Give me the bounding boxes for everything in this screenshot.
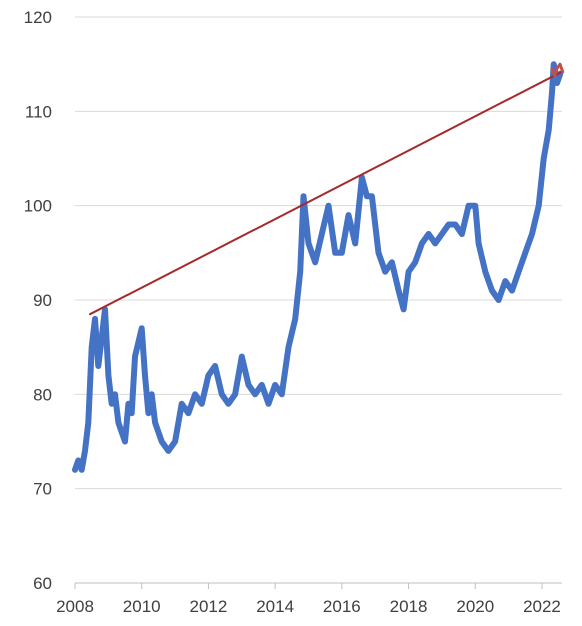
y-axis-ticks: 60 70 80 90 100 110 120: [24, 8, 52, 593]
series-layer: [72, 61, 565, 473]
grid-layer: [75, 16, 562, 584]
y-tick-label: 60: [33, 574, 52, 593]
y-tick-label: 80: [33, 385, 52, 404]
series-line-recent: [550, 62, 565, 77]
series-line-trend: [89, 70, 563, 316]
y-tick-label: 70: [33, 480, 52, 499]
x-tick-label: 2018: [390, 597, 428, 616]
y-tick-label: 110: [25, 102, 52, 121]
y-tick-label: 120: [24, 8, 52, 27]
x-tick-label: 2008: [56, 597, 94, 616]
x-tick-label: 2014: [256, 597, 294, 616]
y-tick-label: 90: [33, 291, 52, 310]
x-axis-ticks: 2008 2010 2012 2014 2016 2018 2020 2022: [56, 583, 561, 616]
x-tick-label: 2020: [456, 597, 494, 616]
series-line-index: [72, 61, 564, 473]
x-tick-label: 2010: [123, 597, 161, 616]
y-tick-label: 100: [24, 197, 52, 216]
x-tick-label: 2012: [190, 597, 228, 616]
x-tick-label: 2016: [323, 597, 361, 616]
x-tick-label: 2022: [523, 597, 561, 616]
